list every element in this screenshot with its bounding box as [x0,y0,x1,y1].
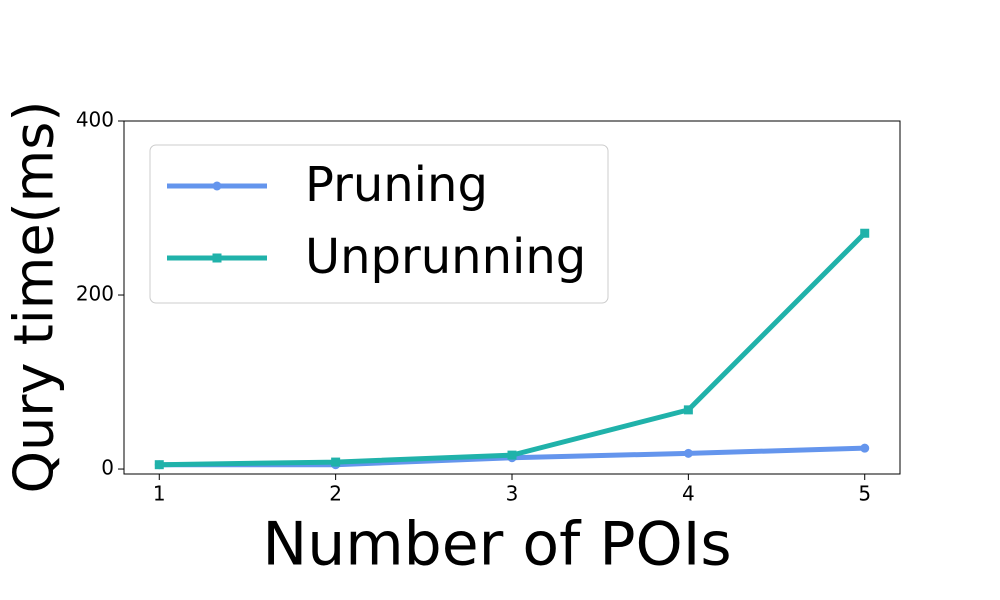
legend-label: Pruning [305,157,488,213]
data-point [860,228,870,238]
legend-label: Unprunning [305,229,586,285]
legend-marker [212,253,222,263]
y-axis-label: Qury time(ms) [3,101,66,494]
x-axis-label: Number of POIs [262,510,731,580]
y-tick-label: 400 [76,108,114,132]
data-point [154,460,164,470]
y-tick-label: 0 [101,456,114,480]
y-tick-label: 200 [76,282,114,306]
data-point [331,457,341,467]
x-tick-label: 3 [506,482,519,506]
x-tick-label: 1 [153,482,166,506]
data-point [860,443,870,453]
legend-marker [212,181,222,191]
x-tick-label: 2 [329,482,342,506]
data-point [683,448,693,458]
x-tick-label: 5 [858,482,871,506]
data-point [683,405,693,415]
x-tick-label: 4 [682,482,695,506]
data-point [507,450,517,460]
